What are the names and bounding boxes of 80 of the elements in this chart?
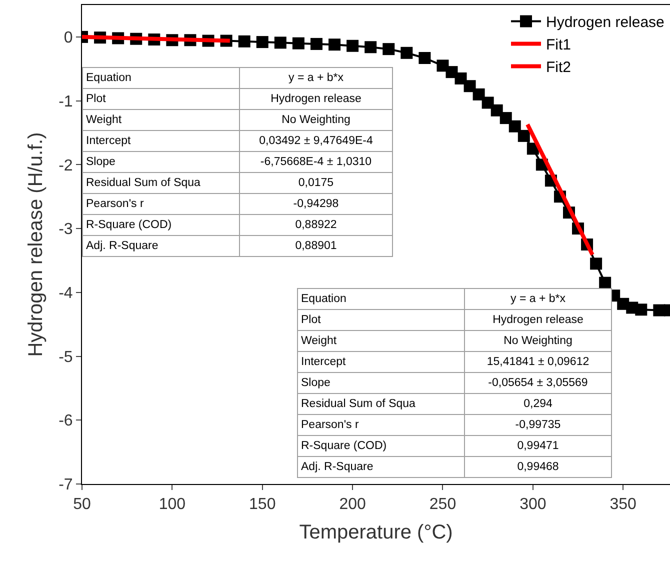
point [472, 88, 485, 100]
point [274, 36, 286, 49]
annotation: 0,0175 [240, 172, 392, 194]
point [518, 130, 530, 142]
annotation: 0,294 [464, 394, 612, 414]
point [500, 112, 512, 124]
point [482, 96, 494, 109]
x-tick-label: 150 [249, 496, 276, 514]
x-tick-label: 300 [520, 496, 546, 514]
x-tick-label: 100 [158, 496, 186, 514]
y-tick-label: -3 [58, 221, 73, 238]
annotation: Intercept [298, 352, 464, 372]
y-tick-label: -6 [58, 412, 73, 430]
point [490, 104, 503, 116]
point [436, 60, 449, 72]
y-tick-label: -1 [58, 93, 73, 110]
annotation: Hydrogen release [240, 88, 392, 110]
y-tick-label: -4 [58, 285, 73, 302]
point [590, 258, 602, 270]
x-tick-label: 200 [339, 496, 366, 514]
point [400, 46, 413, 59]
annotation: Adj. R-Square [82, 236, 240, 256]
x-tick-label: 350 [610, 496, 637, 514]
point [256, 36, 268, 48]
point [292, 37, 304, 50]
annotation: Equation [298, 288, 464, 310]
annotation: Hydrogen release [464, 310, 612, 330]
legend-label: Hydrogen release [546, 14, 664, 32]
point [635, 304, 648, 316]
annotation: Intercept [82, 130, 240, 152]
point [382, 43, 395, 56]
annotation: No Weighting [464, 330, 612, 352]
point [454, 72, 467, 84]
annotation: Equation [82, 68, 240, 88]
annotation: -0,99735 [464, 414, 612, 436]
annotation: -6,75668E-4 ± 1,0310 [240, 152, 392, 172]
point [599, 276, 612, 289]
annotation: -0,05654 ± 3,05569 [464, 372, 612, 394]
annotation: 0,03492 ± 9,47649E-4 [240, 130, 392, 152]
y-axis-title: Hydrogen release (H/u.f.) [25, 132, 48, 357]
annotation: Plot [82, 88, 240, 110]
annotation: Residual Sum of Squa [298, 394, 464, 414]
annotation: 15,41841 ± 0,09612 [464, 352, 612, 372]
point [346, 40, 359, 52]
annotation: 0,88901 [240, 236, 392, 256]
annotation: -0,94298 [240, 194, 392, 214]
x-tick-label: 250 [429, 496, 456, 514]
point [310, 38, 322, 50]
annotation: 0,99468 [464, 456, 612, 478]
y-tick-label: 0 [64, 30, 73, 47]
annotation: Weight [82, 110, 240, 130]
y-tick-label: -7 [58, 476, 73, 494]
x-axis-title: Temperature (°C) [299, 522, 453, 544]
annotation: Residual Sum of Squa [82, 172, 240, 194]
annotation: Slope [298, 372, 464, 394]
annotation: 0,99471 [464, 436, 612, 456]
point [464, 80, 476, 92]
point [508, 120, 521, 132]
annotation: Pearson's r [298, 414, 464, 436]
annotation: Slope [82, 152, 240, 172]
annotation: Adj. R-Square [298, 456, 464, 478]
point [238, 35, 250, 48]
annotation: Weight [298, 330, 464, 352]
annotation: No Weighting [240, 110, 392, 130]
legend-label: Fit2 [546, 59, 572, 76]
point [364, 41, 377, 54]
annotation: R-Square (COD) [298, 436, 464, 456]
annotation: Plot [298, 310, 464, 330]
legend-label: Fit1 [546, 36, 572, 54]
y-tick-label: -2 [58, 157, 73, 174]
point [328, 38, 341, 51]
x-tick-label: 50 [73, 496, 91, 514]
annotation: y = a + b*x [240, 68, 392, 88]
annotation: y = a + b*x [464, 288, 612, 310]
annotation: R-Square (COD) [82, 214, 240, 236]
y-tick-label: -5 [58, 348, 73, 366]
annotation: Pearson's r [82, 194, 240, 214]
point [653, 304, 666, 316]
annotation: 0,88922 [240, 214, 392, 236]
point [418, 52, 431, 64]
